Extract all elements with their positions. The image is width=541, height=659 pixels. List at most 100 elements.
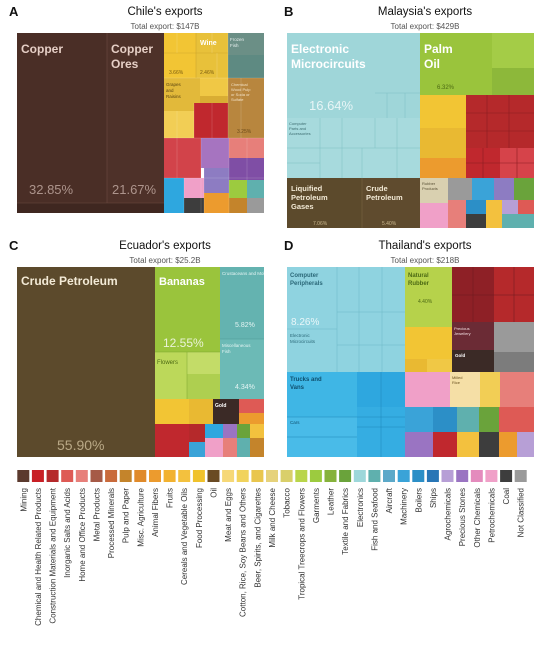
- legend-swatch: [383, 470, 395, 482]
- legend-swatches: [17, 470, 527, 482]
- legend-label: Aircraft: [385, 487, 394, 513]
- legend-label: Home and Office Products: [78, 488, 87, 582]
- tile-wood-pulp: [228, 78, 264, 138]
- legend-label: Electronics: [356, 488, 365, 527]
- svg-text:Raisins: Raisins: [166, 94, 182, 99]
- legend-label: Misc. Agriculture: [136, 487, 145, 546]
- legend-swatch: [178, 470, 191, 482]
- legend-swatch: [500, 470, 513, 482]
- legend-label: Chemical and Health Related Products: [34, 488, 43, 626]
- panel-total: Total export: $25.2B: [129, 256, 201, 265]
- legend-label: Machinery: [400, 488, 409, 525]
- tile-pct: 16.64%: [309, 98, 354, 113]
- svg-text:Electronic: Electronic: [290, 333, 311, 338]
- svg-text:Products: Products: [422, 186, 438, 191]
- panel-total: Total export: $429B: [390, 22, 460, 31]
- svg-text:Peripherals: Peripherals: [290, 281, 323, 287]
- legend-swatch: [46, 470, 59, 482]
- legend-swatch: [309, 470, 322, 482]
- legend-swatch: [17, 470, 30, 482]
- svg-text:or Soda or: or Soda or: [231, 92, 250, 97]
- tile-label: Copper: [21, 42, 63, 56]
- tile-label: Wine: [200, 40, 217, 47]
- tile-pct: 3.66%: [169, 70, 184, 76]
- tile-wine: [196, 33, 228, 78]
- legend-swatch: [426, 470, 439, 482]
- tile-palm-oil: [420, 33, 492, 95]
- legend-label: Precious Stones: [458, 488, 467, 546]
- svg-text:Gases: Gases: [291, 202, 314, 211]
- tile-pct: 2.46%: [200, 70, 215, 76]
- tile-gold: [452, 350, 494, 372]
- legend-label: Ships: [429, 488, 438, 508]
- tile-pct: 12.55%: [163, 336, 204, 350]
- legend-label: Agrochemicals: [444, 488, 453, 540]
- legend-swatch: [514, 470, 527, 482]
- tile-milled-rice: [450, 372, 480, 407]
- legend-label: Textile and Fabrics: [341, 488, 350, 555]
- tile-trucks-vans: [287, 372, 357, 417]
- legend-label: Garments: [312, 488, 321, 523]
- tile-lpg: [287, 178, 362, 228]
- svg-text:Vans: Vans: [290, 385, 305, 391]
- legend-swatch: [485, 470, 498, 482]
- svg-text:Petroleum: Petroleum: [366, 193, 403, 202]
- tile-pct: 4.34%: [235, 384, 255, 391]
- tile-label: Gold: [215, 403, 226, 409]
- legend-swatch: [397, 470, 410, 482]
- legend-swatch: [61, 470, 74, 482]
- legend-label: Leather: [327, 488, 336, 515]
- tile-label: Bananas: [159, 276, 205, 288]
- legend-swatch: [470, 470, 483, 482]
- legend-swatch: [412, 470, 425, 482]
- legend-label: Other Chemicals: [473, 488, 482, 548]
- legend-label: Animal Fibers: [151, 488, 160, 537]
- svg-text:Fish: Fish: [230, 43, 239, 48]
- tile-copper: [17, 33, 107, 213]
- svg-text:Rice: Rice: [452, 380, 461, 385]
- legend-swatch: [236, 470, 249, 482]
- legend-swatch: [222, 470, 235, 482]
- svg-text:Miscellaneous: Miscellaneous: [222, 343, 251, 348]
- svg-text:Liquified: Liquified: [291, 184, 323, 193]
- legend-label: Pulp and Paper: [122, 488, 131, 543]
- legend-swatch: [149, 470, 161, 482]
- panel-title: Ecuador's exports: [119, 240, 211, 252]
- legend-swatch: [163, 470, 176, 482]
- legend-swatch: [90, 470, 103, 482]
- legend-label: Meat and Eggs: [224, 488, 233, 542]
- legend-label: Fruits: [166, 488, 175, 508]
- tile-label: Gold: [455, 353, 465, 358]
- legend-swatch: [207, 470, 220, 482]
- panel-letter: D: [284, 238, 294, 253]
- legend-label: Metal Products: [93, 488, 102, 541]
- panel-malaysia: B Malaysia's exports Total export: $429B: [270, 0, 541, 235]
- tile-pct: 4.40%: [418, 299, 433, 305]
- legend-label: Petrochemicals: [487, 488, 496, 543]
- legend-swatch: [105, 470, 118, 482]
- panel-total: Total export: $147B: [130, 22, 200, 31]
- tile-crude-petroleum: [17, 267, 155, 457]
- svg-text:Ores: Ores: [111, 57, 139, 71]
- tile-label: Flowers: [157, 360, 178, 366]
- svg-text:Rubber: Rubber: [422, 181, 436, 186]
- svg-text:Crustaceans and Molluscs: Crustaceans and Molluscs: [222, 271, 264, 276]
- tile-label: Cars: [290, 420, 300, 425]
- tile-crustaceans: [220, 267, 264, 339]
- panel-letter: A: [9, 4, 19, 19]
- svg-text:Natural: Natural: [408, 273, 429, 279]
- svg-text:Electronic: Electronic: [291, 42, 349, 56]
- tile-natural-rubber: [405, 267, 452, 327]
- legend-swatch: [280, 470, 293, 482]
- svg-text:and: and: [166, 88, 174, 93]
- svg-text:Accessories: Accessories: [289, 131, 311, 136]
- legend-swatch: [134, 470, 147, 482]
- legend-label: Coal: [502, 488, 511, 505]
- tile-pct: 3.25%: [237, 129, 252, 135]
- legend-label: Tropical Treecrops and Flowers: [297, 488, 306, 600]
- legend-label: Tobacco: [283, 487, 292, 517]
- svg-text:Palm: Palm: [424, 42, 453, 56]
- svg-text:Milled: Milled: [452, 375, 462, 380]
- tile-frozen-fish: [228, 33, 264, 55]
- legend-swatch: [31, 470, 44, 482]
